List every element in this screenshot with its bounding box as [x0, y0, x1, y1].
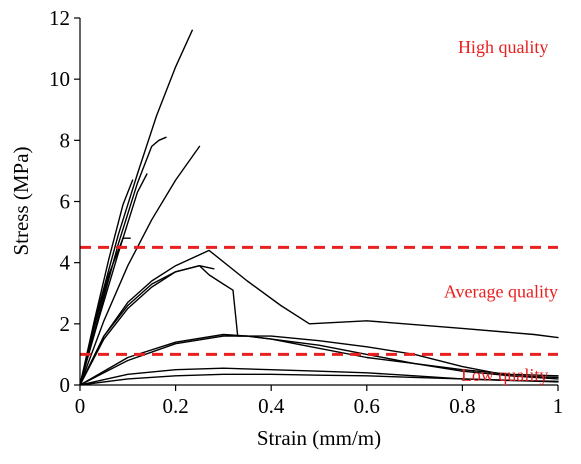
series-curves	[79, 29, 559, 386]
series-curve-13	[79, 373, 559, 386]
y-tick-label: 0	[60, 373, 71, 397]
annotations: High quality Average quality Low quality	[444, 37, 558, 385]
series-curve-4	[79, 145, 201, 386]
annotation-label: Average quality	[444, 282, 558, 302]
series-curve-7	[79, 249, 559, 386]
y-tick-label: 10	[49, 67, 70, 91]
x-ticks: 0 0.2 0.4 0.6 0.8 1	[75, 385, 564, 418]
y-tick-label: 6	[60, 190, 71, 214]
x-tick-label: 0	[75, 394, 86, 418]
annotation-label: High quality	[458, 37, 549, 57]
y-tick-label: 8	[60, 128, 71, 152]
x-tick-label: 0.6	[354, 394, 380, 418]
x-tick-label: 0.4	[258, 394, 285, 418]
x-tick-label: 0.2	[162, 394, 188, 418]
quality-thresholds	[80, 245, 558, 356]
series-curve-10	[79, 333, 559, 386]
y-tick-label: 4	[60, 251, 71, 275]
series-curve-1	[79, 29, 193, 386]
y-ticks: 0 2 4 6 8 10 12	[49, 6, 80, 397]
series-curve-5	[79, 179, 134, 386]
x-tick-label: 1	[553, 394, 564, 418]
series-curve-3	[79, 173, 148, 386]
x-axis-title: Strain (mm/m)	[257, 426, 381, 450]
y-tick-label: 12	[49, 6, 70, 30]
series-curve-11	[79, 335, 559, 386]
x-tick-label: 0.8	[449, 394, 475, 418]
y-tick-label: 2	[60, 312, 71, 336]
annotation-label: Low quality	[461, 365, 549, 385]
series-curve-9	[79, 265, 215, 386]
series-curve-2	[79, 136, 167, 386]
y-axis-title: Stress (MPa)	[9, 146, 33, 255]
series-curve-6	[79, 237, 131, 386]
